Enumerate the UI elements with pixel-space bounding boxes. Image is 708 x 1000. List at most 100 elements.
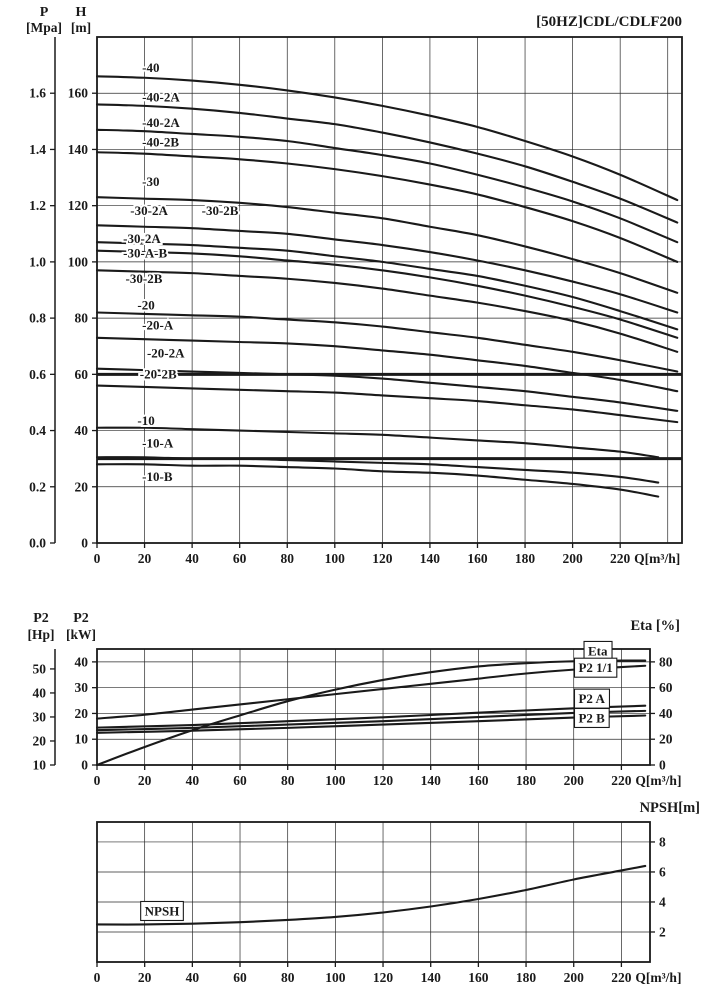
svg-text:100: 100 [325, 773, 346, 788]
svg-text:[Mpa]: [Mpa] [26, 20, 62, 35]
hq-series--10 [95, 426, 660, 459]
svg-text:220: 220 [611, 970, 632, 985]
svg-text:-40-2A: -40-2A [142, 115, 180, 130]
svg-text:140: 140 [420, 551, 441, 566]
svg-text:200: 200 [562, 551, 583, 566]
hq-series--40 [95, 75, 679, 202]
svg-text:0: 0 [94, 773, 101, 788]
hq-series--40-2b [95, 151, 679, 263]
power-eta-series-p2-b [95, 714, 647, 734]
power-eta-chart: 0 20 40 60 80 100 120 140 160 180 200 220 Q[m³/h]504… [28, 611, 682, 788]
svg-text:Eta [%]: Eta [%] [630, 618, 680, 634]
svg-text:-30: -30 [142, 174, 159, 189]
svg-text:60: 60 [233, 970, 247, 985]
power-eta-series-p2-1-1 [95, 664, 647, 720]
svg-text:20: 20 [138, 551, 152, 566]
svg-text:100: 100 [68, 254, 89, 269]
svg-text:180: 180 [516, 970, 537, 985]
svg-text:120: 120 [373, 970, 394, 985]
svg-text:10: 10 [75, 732, 89, 747]
hq-series--30-2a [95, 224, 679, 314]
svg-text:160: 160 [468, 773, 489, 788]
svg-text:20: 20 [75, 706, 89, 721]
power-eta-series-p2-a-2 [95, 709, 647, 732]
svg-text:[Hp]: [Hp] [28, 627, 55, 642]
svg-text:220: 220 [610, 551, 631, 566]
svg-text:1.0: 1.0 [29, 254, 46, 269]
svg-text:140: 140 [421, 773, 442, 788]
svg-text:P2 1/1: P2 1/1 [578, 660, 612, 675]
svg-text:[50HZ]CDL/CDLF200: [50HZ]CDL/CDLF200 [536, 14, 682, 30]
svg-text:20: 20 [138, 773, 152, 788]
hq-series--30-2b [95, 269, 679, 353]
hq-series--20-2b [95, 384, 679, 424]
svg-text:Eta: Eta [588, 643, 608, 658]
svg-text:40: 40 [186, 970, 200, 985]
svg-text:120: 120 [373, 773, 394, 788]
svg-text:200: 200 [564, 970, 585, 985]
svg-text:4: 4 [659, 894, 666, 909]
svg-text:120: 120 [372, 551, 393, 566]
svg-text:2: 2 [659, 924, 666, 939]
svg-text:[kW]: [kW] [66, 627, 96, 642]
svg-text:P2 B: P2 B [578, 710, 605, 725]
svg-text:40: 40 [33, 685, 47, 700]
svg-text:100: 100 [325, 970, 346, 985]
svg-text:-30-2B: -30-2B [126, 271, 163, 286]
svg-text:NPSH: NPSH [145, 903, 180, 918]
hq-chart: 0 20 40 60 80 100 120 140 160 180 200 220 Q[m³/h]1.6… [26, 5, 683, 566]
svg-text:P2: P2 [73, 611, 89, 626]
svg-text:0: 0 [81, 536, 88, 551]
hq-series--30-2a-2 [95, 241, 679, 331]
svg-text:20: 20 [75, 479, 89, 494]
svg-text:80: 80 [280, 551, 294, 566]
npsh-series-npsh [95, 864, 647, 926]
svg-text:-10-B: -10-B [142, 469, 173, 484]
svg-text:0.0: 0.0 [29, 536, 46, 551]
svg-text:[m]: [m] [71, 20, 91, 35]
hq-series--20 [95, 311, 679, 373]
svg-text:40: 40 [659, 706, 673, 721]
svg-text:Q[m³/h]: Q[m³/h] [634, 551, 680, 566]
svg-text:20: 20 [138, 970, 152, 985]
svg-text:100: 100 [325, 551, 346, 566]
svg-text:Q[m³/h]: Q[m³/h] [635, 773, 681, 788]
hq-series--30-a-b [95, 249, 679, 339]
svg-text:0.8: 0.8 [29, 311, 46, 326]
svg-text:0: 0 [94, 970, 101, 985]
hq-series--10-b [95, 463, 660, 498]
svg-text:-30-2A: -30-2A [123, 231, 161, 246]
svg-text:1.4: 1.4 [29, 142, 46, 157]
svg-text:60: 60 [233, 773, 247, 788]
svg-text:40: 40 [75, 423, 89, 438]
svg-text:80: 80 [281, 773, 295, 788]
svg-text:0.4: 0.4 [29, 423, 46, 438]
svg-text:P2 A: P2 A [578, 691, 605, 706]
svg-text:-30-A-B: -30-A-B [123, 246, 167, 261]
svg-text:0.6: 0.6 [29, 367, 46, 382]
svg-text:60: 60 [75, 367, 89, 382]
svg-text:10: 10 [33, 758, 47, 773]
svg-text:20: 20 [659, 732, 673, 747]
svg-text:0: 0 [94, 551, 101, 566]
svg-text:200: 200 [564, 773, 585, 788]
svg-text:-10-A: -10-A [142, 435, 174, 450]
svg-text:6: 6 [659, 864, 666, 879]
svg-text:Q[m³/h]: Q[m³/h] [635, 970, 681, 985]
svg-text:NPSH[m]: NPSH[m] [640, 800, 700, 816]
svg-text:-40-2B: -40-2B [142, 135, 179, 150]
svg-text:80: 80 [281, 970, 295, 985]
svg-text:-20-2A: -20-2A [147, 345, 185, 360]
svg-text:140: 140 [68, 142, 89, 157]
svg-text:H: H [76, 5, 87, 20]
svg-text:180: 180 [516, 773, 537, 788]
svg-text:140: 140 [421, 970, 442, 985]
npsh-chart: 0 20 40 60 80 100 120 140 160 180 200 220 Q[m³/h] 8 6 4… [94, 800, 700, 985]
svg-text:160: 160 [68, 86, 89, 101]
svg-text:-30-2B: -30-2B [202, 203, 239, 218]
power-eta-series-p2-a [95, 704, 647, 729]
hq-series--20-a [95, 336, 679, 393]
svg-text:0: 0 [659, 758, 666, 773]
svg-text:-20-2B: -20-2B [140, 367, 177, 382]
svg-text:-30-2A: -30-2A [130, 203, 168, 218]
